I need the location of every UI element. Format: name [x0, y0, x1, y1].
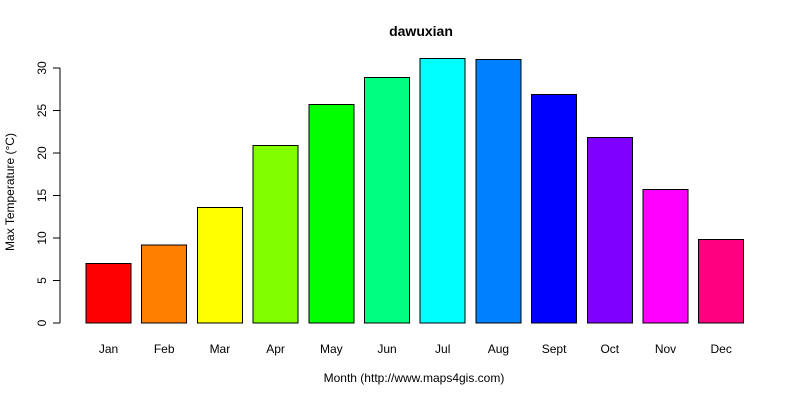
x-tick-label: Dec [711, 342, 732, 356]
x-tick-label: Sept [542, 342, 567, 356]
y-tick-label: 25 [35, 104, 49, 118]
x-axis-label: Month (http://www.maps4gis.com) [324, 371, 505, 385]
y-axis-label: Max Temperature (°C) [3, 133, 17, 251]
bar-aug [475, 59, 522, 324]
bar-nov [642, 189, 689, 324]
y-tick-label: 15 [35, 189, 49, 203]
x-tick-label: Oct [600, 342, 619, 356]
bar-mar [196, 206, 243, 324]
x-tick-label: Jan [99, 342, 118, 356]
y-tick-label: 20 [35, 146, 49, 160]
y-axis: 0 5 10 15 20 25 30 [35, 61, 61, 326]
bar-jun [364, 76, 410, 324]
bar-sept [531, 93, 578, 324]
bar-jan [85, 263, 132, 324]
x-tick-label: May [320, 342, 343, 356]
y-tick-label: 10 [35, 231, 49, 245]
bar-may [308, 104, 355, 324]
chart-title: dawuxian [389, 23, 453, 39]
x-tick-label: Nov [655, 342, 676, 356]
x-tick-label: Mar [210, 342, 231, 356]
x-tick-label: Jul [435, 342, 450, 356]
y-tick-label: 30 [35, 61, 49, 75]
x-tick-label: Apr [266, 342, 285, 356]
y-tick-label: 5 [35, 277, 49, 284]
x-tick-label: Feb [154, 342, 175, 356]
bar-apr [252, 144, 299, 324]
bar-jul [419, 58, 466, 324]
y-tick-label: 0 [35, 319, 49, 326]
x-tick-label: Jun [377, 342, 396, 356]
bars-group [85, 58, 745, 324]
bar-feb [141, 244, 188, 324]
x-tick-label: Aug [488, 342, 509, 356]
x-axis-tick-labels: Jan Feb Mar Apr May Jun Jul Aug Sept Oct Nov Dec [99, 342, 732, 356]
bar-oct [586, 137, 633, 324]
bar-dec [698, 239, 745, 324]
